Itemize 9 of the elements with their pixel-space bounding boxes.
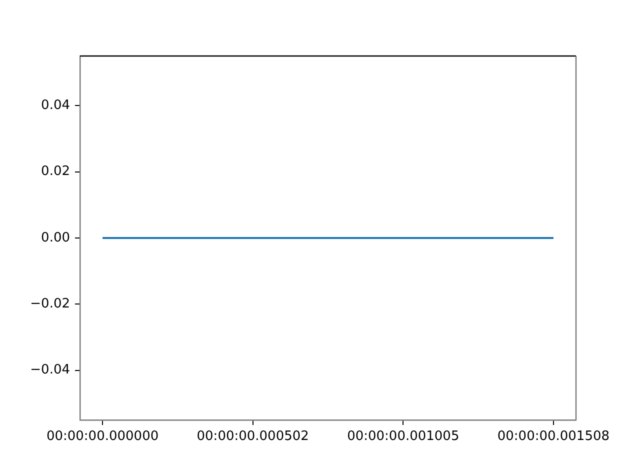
x-tick-label: 00:00:00.000000: [46, 429, 159, 444]
y-tick-label: −0.04: [30, 362, 70, 378]
y-tick-label: 0.00: [41, 230, 70, 246]
x-tick-label: 00:00:00.001005: [347, 429, 460, 444]
x-tick-label: 00:00:00.000502: [196, 429, 309, 444]
y-tick-label: 0.04: [41, 98, 70, 114]
y-tick-label: 0.02: [41, 164, 70, 180]
x-tick-label: 00:00:00.001508: [497, 429, 610, 444]
y-tick-label: −0.02: [30, 296, 70, 312]
